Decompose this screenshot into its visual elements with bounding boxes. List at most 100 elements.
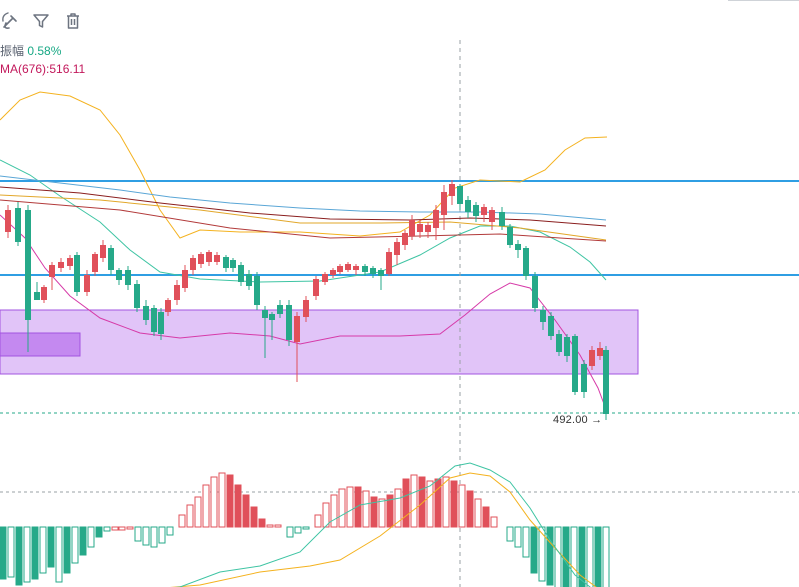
candle-body xyxy=(457,186,463,204)
amplitude-label: 振幅 xyxy=(0,44,25,58)
macd-bar xyxy=(594,526,602,587)
candle-body xyxy=(589,350,595,366)
candle-body xyxy=(174,285,180,300)
amplitude-row: 振幅 0.58% xyxy=(0,42,85,60)
candle-body xyxy=(394,242,400,255)
candle-body xyxy=(262,310,268,318)
candle-body xyxy=(603,350,609,414)
top-divider xyxy=(728,0,799,1)
macd-bar xyxy=(242,494,250,528)
candle-body xyxy=(214,255,220,262)
candle-body xyxy=(548,316,554,336)
macd-bar xyxy=(186,504,194,528)
macd-bar xyxy=(266,524,274,528)
toolbar xyxy=(0,0,799,40)
candle-body xyxy=(84,275,90,292)
macd-bar xyxy=(514,526,522,548)
candle-body xyxy=(25,210,31,320)
candle-body xyxy=(5,210,11,232)
candle-body xyxy=(425,225,431,232)
candle-body xyxy=(223,257,229,268)
macd-bar xyxy=(458,484,466,528)
candle-body xyxy=(433,210,439,228)
candle-body xyxy=(116,270,122,280)
candle-body xyxy=(370,268,376,274)
ma-gold-line xyxy=(0,194,607,241)
macd-bar xyxy=(426,480,434,528)
macd-bar xyxy=(178,514,186,528)
candle-body xyxy=(465,200,471,212)
candle-body xyxy=(67,258,73,266)
candle-body xyxy=(556,334,562,352)
macd-bar xyxy=(466,490,474,528)
macd-bar xyxy=(562,526,570,587)
candle-body xyxy=(190,258,196,270)
macd-bar xyxy=(79,526,87,556)
macd-bar xyxy=(0,526,7,580)
macd-bar xyxy=(410,474,418,528)
macd-bar xyxy=(418,476,426,528)
candle-body xyxy=(254,276,260,305)
macd-bar xyxy=(166,526,174,536)
macd-bar xyxy=(55,526,63,583)
macd-bar xyxy=(434,478,442,528)
candle-body xyxy=(143,306,149,320)
macd-bar xyxy=(330,494,338,528)
draw-icon[interactable] xyxy=(0,10,22,32)
candle-body xyxy=(49,265,55,277)
candle-body xyxy=(303,300,309,317)
macd-bar xyxy=(258,518,266,528)
candle-body xyxy=(337,266,343,272)
candle-body xyxy=(581,364,587,392)
candle-body xyxy=(417,224,423,232)
trash-icon[interactable] xyxy=(62,10,84,32)
macd-bar xyxy=(602,526,610,587)
macd-bar xyxy=(111,526,119,531)
macd-bar xyxy=(354,486,362,528)
candle-body xyxy=(507,227,513,245)
macd-bar xyxy=(234,484,242,528)
macd-bar xyxy=(103,526,111,532)
macd-bar xyxy=(522,526,530,558)
macd-bar xyxy=(474,498,482,528)
macd-dif-line xyxy=(174,462,591,587)
macd-bar xyxy=(118,526,126,531)
macd-bar xyxy=(286,526,294,538)
macd-bar xyxy=(362,490,370,528)
macd-bar xyxy=(31,526,39,580)
candle-body xyxy=(108,248,114,270)
macd-bar xyxy=(150,526,158,548)
macd-bar xyxy=(7,526,15,578)
macd-bar xyxy=(386,494,394,528)
candle-body xyxy=(353,266,359,270)
candle-body xyxy=(313,279,319,296)
macd-bar xyxy=(250,506,258,528)
macd-bar xyxy=(314,514,322,528)
candle-body xyxy=(151,308,157,332)
candle-body xyxy=(499,212,505,226)
candle-body xyxy=(58,262,64,268)
candle-body xyxy=(330,270,336,275)
macd-bar xyxy=(63,526,71,574)
macd-bar xyxy=(226,474,234,528)
candle-body xyxy=(449,184,455,196)
macd-bar xyxy=(126,526,134,530)
candle-body xyxy=(362,266,368,272)
macd-bar xyxy=(210,476,218,528)
candle-body xyxy=(532,276,538,308)
candle-body xyxy=(34,292,40,300)
candle-body xyxy=(489,210,495,222)
macd-bar xyxy=(302,526,310,530)
candle-body xyxy=(386,252,392,274)
candle-body xyxy=(481,207,487,215)
price-marker: 492.00 → xyxy=(553,414,602,426)
macd-bar xyxy=(39,526,47,574)
indicator-info: 振幅 0.58% MA(676):516.11 xyxy=(0,42,85,78)
candle-body xyxy=(134,284,140,308)
filter-icon[interactable] xyxy=(30,10,52,32)
candle-body xyxy=(409,220,415,236)
price-marker-value: 492.00 xyxy=(553,414,588,426)
amplitude-value: 0.58% xyxy=(27,44,62,58)
candle-body xyxy=(515,244,521,250)
